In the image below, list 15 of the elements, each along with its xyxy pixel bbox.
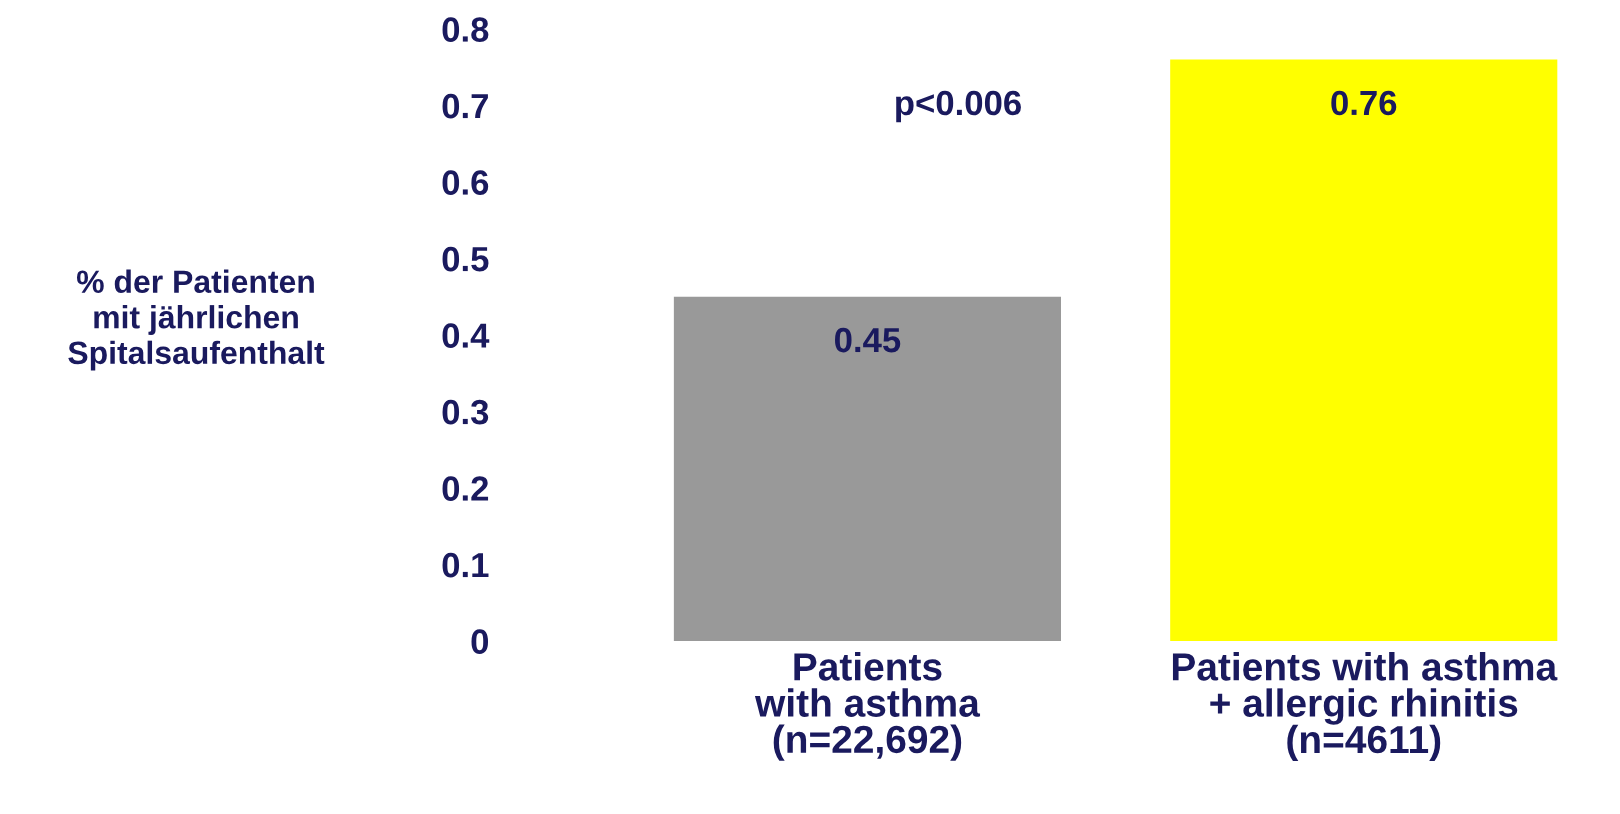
y-tick-label: 0.3: [442, 399, 489, 425]
x-tick-label: Patients with asthma + allergic rhinitis (n=4611): [1172, 652, 1558, 762]
data-label: 0.76: [1331, 90, 1397, 116]
y-tick-label: 0.1: [442, 552, 489, 578]
y-tick-label: 0.6: [442, 170, 489, 195]
y-tick-label: 0.5: [442, 246, 489, 272]
y-tick-label: 0.8: [442, 17, 489, 42]
data-label: 0.45: [835, 327, 901, 353]
x-tick-label: Patients with asthma (n=22,692): [754, 652, 981, 761]
y-tick-label: 0.7: [442, 93, 488, 119]
y-tick-label: 0: [471, 629, 489, 654]
y-tick-label: 0.4: [442, 323, 490, 348]
y-axis-title: % der Patienten mit jährlichen Spitalsaufenthalt: [68, 269, 325, 371]
annotation: p<0.006: [896, 90, 1021, 123]
y-tick-label: 0.2: [442, 476, 489, 501]
